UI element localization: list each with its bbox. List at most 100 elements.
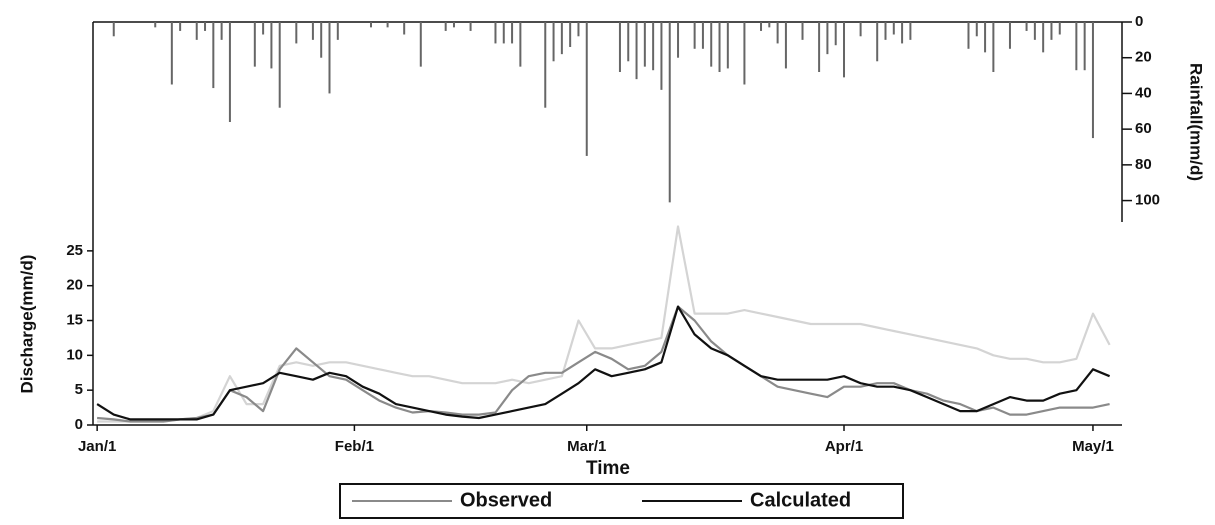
rainfall-bar <box>677 22 680 58</box>
y2-tick-label: 0 <box>1135 13 1143 30</box>
rainfall-bar <box>320 22 323 58</box>
rainfall-bar <box>1008 22 1011 49</box>
rainfall-bar <box>112 22 115 37</box>
rainfall-bar <box>511 22 514 44</box>
rainfall-bar <box>776 22 779 44</box>
y-tick-label: 5 <box>75 381 83 398</box>
rainfall-bar <box>228 22 231 122</box>
rainfall-bar <box>154 22 157 28</box>
rainfall-bar <box>743 22 746 85</box>
rainfall-bar <box>552 22 555 62</box>
rainfall-bar <box>643 22 646 67</box>
rainfall-bar <box>270 22 273 69</box>
rainfall-bar <box>1058 22 1061 35</box>
rainfall-bar <box>826 22 829 55</box>
rainfall-bar <box>884 22 887 40</box>
rainfall-bar <box>984 22 987 53</box>
rainfall-bar <box>627 22 630 62</box>
legend-label: Calculated <box>750 489 851 511</box>
rainfall-bar <box>262 22 265 35</box>
rainfall-bar <box>179 22 182 31</box>
rainfall-bar <box>204 22 207 31</box>
x-axis-title: Time <box>586 458 630 479</box>
rainfall-bar <box>1033 22 1036 40</box>
legend-label: Observed <box>460 489 552 511</box>
rainfall-bar <box>1075 22 1078 71</box>
rainfall-bar <box>569 22 572 47</box>
rainfall-bar <box>212 22 215 89</box>
rainfall-bar <box>560 22 563 55</box>
x-tick-label: Jan/1 <box>78 438 116 455</box>
rainfall-bar <box>668 22 671 203</box>
y-tick-label: 25 <box>66 242 83 259</box>
rainfall-bar <box>170 22 173 85</box>
rainfall-bar <box>369 22 372 28</box>
rainfall-bar <box>195 22 198 40</box>
x-tick-label: May/1 <box>1072 438 1114 455</box>
rainfall-bar <box>585 22 588 156</box>
rainfall-bar <box>577 22 580 37</box>
rainfall-bar <box>1091 22 1094 139</box>
y2-axis-title: Rainfall(mm/d) <box>1187 63 1206 181</box>
y-tick-label: 15 <box>66 311 83 328</box>
y-tick-label: 0 <box>75 416 83 433</box>
rainfall-bar <box>701 22 704 49</box>
rainfall-bar <box>311 22 314 40</box>
rainfall-bar <box>843 22 846 78</box>
rainfall-bar <box>452 22 455 28</box>
y2-tick-label: 100 <box>1135 192 1160 209</box>
rainfall-bar <box>660 22 663 90</box>
rainfall-bar <box>710 22 713 67</box>
rainfall-bar <box>992 22 995 72</box>
rainfall-bar <box>469 22 472 31</box>
y-tick-label: 10 <box>66 346 83 363</box>
x-tick-label: Feb/1 <box>335 438 374 455</box>
rainfall-bar <box>876 22 879 62</box>
rainfall-bar <box>419 22 422 67</box>
rainfall-bar <box>892 22 895 35</box>
x-tick-label: Apr/1 <box>825 438 863 455</box>
rainfall-bar <box>859 22 862 37</box>
rainfall-bar <box>494 22 497 44</box>
rainfall-bar <box>295 22 298 44</box>
rainfall-bar <box>544 22 547 108</box>
rainfall-bar <box>768 22 771 28</box>
rainfall-bar <box>975 22 978 37</box>
y2-tick-label: 40 <box>1135 84 1152 101</box>
rainfall-bar <box>1083 22 1086 71</box>
y-axis-title: Discharge(mm/d) <box>17 255 36 394</box>
rainfall-bar <box>502 22 505 44</box>
rainfall-bar <box>635 22 638 80</box>
rainfall-bar <box>278 22 281 108</box>
rainfall-bar <box>1025 22 1028 31</box>
discharge-line <box>96 305 1111 421</box>
rainfall-bar <box>652 22 655 71</box>
rainfall-bar <box>901 22 904 44</box>
y2-tick-label: 80 <box>1135 156 1152 173</box>
rainfall-bar <box>386 22 389 28</box>
rainfall-bar <box>519 22 522 67</box>
x-tick-label: Mar/1 <box>567 438 606 455</box>
rainfall-bar <box>784 22 787 69</box>
y2-tick-label: 20 <box>1135 49 1152 66</box>
rainfall-bar <box>444 22 447 31</box>
rainfall-bar <box>253 22 256 67</box>
discharge-line <box>97 225 1111 423</box>
rainfall-bar <box>336 22 339 40</box>
rainfall-bar <box>693 22 696 49</box>
rainfall-bar <box>760 22 763 31</box>
rainfall-bar <box>726 22 729 69</box>
rainfall-bar <box>801 22 804 40</box>
rainfall-bar <box>220 22 223 40</box>
rainfall-bar <box>1050 22 1053 40</box>
y2-tick-label: 60 <box>1135 120 1152 137</box>
rainfall-bar <box>618 22 621 72</box>
rainfall-bar <box>909 22 912 40</box>
rainfall-bar <box>328 22 331 94</box>
rainfall-bar <box>403 22 406 35</box>
y-tick-label: 20 <box>66 277 83 294</box>
rainfall-bar <box>818 22 821 72</box>
rainfall-bar <box>1042 22 1045 53</box>
rainfall-bar <box>718 22 721 72</box>
